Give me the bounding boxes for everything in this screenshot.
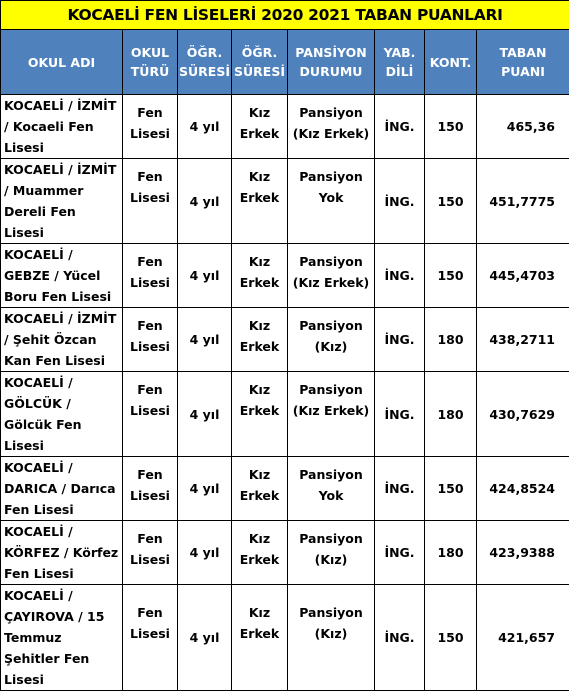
column-header-duration: ÖĞR. SÜRESİ — [178, 30, 232, 95]
base-score-cell: 438,2711 — [477, 308, 569, 372]
column-header-dorm: PANSİYON DURUMU — [288, 30, 375, 95]
table-row: KOCAELİ / İZMİT / Şehit Özcan Kan Fen Li… — [1, 308, 569, 372]
language-cell: İNG. — [375, 585, 425, 691]
gender-cell: Kız Erkek — [232, 95, 288, 159]
quota-cell: 150 — [425, 457, 477, 521]
gender-cell: Kız Erkek — [232, 521, 288, 585]
language-cell: İNG. — [375, 457, 425, 521]
language-cell: İNG. — [375, 521, 425, 585]
gender-cell: Kız Erkek — [232, 372, 288, 457]
dorm-status-cell: Pansiyon (Kız Erkek) — [288, 372, 375, 457]
quota-cell: 180 — [425, 308, 477, 372]
school-name-cell: KOCAELİ / İZMİT / Kocaeli Fen Lisesi — [1, 95, 123, 159]
school-name-cell: KOCAELİ / KÖRFEZ / Körfez Fen Lisesi — [1, 521, 123, 585]
quota-cell: 150 — [425, 159, 477, 244]
quota-cell: 150 — [425, 585, 477, 691]
header-row: OKUL ADI OKUL TÜRÜ ÖĞR. SÜRESİ ÖĞR. SÜRE… — [1, 30, 569, 95]
duration-cell: 4 yıl — [178, 159, 232, 244]
gender-cell: Kız Erkek — [232, 585, 288, 691]
column-header-school: OKUL ADI — [1, 30, 123, 95]
duration-cell: 4 yıl — [178, 585, 232, 691]
duration-cell: 4 yıl — [178, 521, 232, 585]
column-header-gender: ÖĞR. SÜRESİ — [232, 30, 288, 95]
column-header-score: TABAN PUANI — [477, 30, 569, 95]
page-title: KOCAELİ FEN LİSELERİ 2020 2021 TABAN PUA… — [1, 1, 569, 30]
column-header-type: OKUL TÜRÜ — [123, 30, 178, 95]
gender-cell: Kız Erkek — [232, 244, 288, 308]
duration-cell: 4 yıl — [178, 372, 232, 457]
dorm-status-cell: Pansiyon (Kız) — [288, 585, 375, 691]
school-type-cell: Fen Lisesi — [123, 308, 178, 372]
base-score-cell: 430,7629 — [477, 372, 569, 457]
table-row: KOCAELİ / ÇAYIROVA / 15 Temmuz Şehitler … — [1, 585, 569, 691]
language-cell: İNG. — [375, 372, 425, 457]
gender-cell: Kız Erkek — [232, 457, 288, 521]
school-type-cell: Fen Lisesi — [123, 457, 178, 521]
school-type-cell: Fen Lisesi — [123, 244, 178, 308]
duration-cell: 4 yıl — [178, 457, 232, 521]
language-cell: İNG. — [375, 159, 425, 244]
school-type-cell: Fen Lisesi — [123, 372, 178, 457]
dorm-status-cell: Pansiyon Yok — [288, 159, 375, 244]
duration-cell: 4 yıl — [178, 308, 232, 372]
language-cell: İNG. — [375, 95, 425, 159]
title-row: KOCAELİ FEN LİSELERİ 2020 2021 TABAN PUA… — [1, 1, 569, 30]
gender-cell: Kız Erkek — [232, 159, 288, 244]
language-cell: İNG. — [375, 244, 425, 308]
school-type-cell: Fen Lisesi — [123, 159, 178, 244]
school-name-cell: KOCAELİ / GÖLCÜK / Gölcük Fen Lisesi — [1, 372, 123, 457]
dorm-status-cell: Pansiyon (Kız) — [288, 308, 375, 372]
school-name-cell: KOCAELİ / İZMİT / Muammer Dereli Fen Lis… — [1, 159, 123, 244]
school-name-cell: KOCAELİ / GEBZE / Yücel Boru Fen Lisesi — [1, 244, 123, 308]
school-type-cell: Fen Lisesi — [123, 95, 178, 159]
base-score-cell: 465,36 — [477, 95, 569, 159]
base-score-cell: 423,9388 — [477, 521, 569, 585]
dorm-status-cell: Pansiyon (Kız Erkek) — [288, 244, 375, 308]
dorm-status-cell: Pansiyon (Kız) — [288, 521, 375, 585]
school-type-cell: Fen Lisesi — [123, 521, 178, 585]
column-header-language: YAB. DİLİ — [375, 30, 425, 95]
quota-cell: 180 — [425, 372, 477, 457]
base-score-cell: 421,657 — [477, 585, 569, 691]
base-score-cell: 451,7775 — [477, 159, 569, 244]
quota-cell: 150 — [425, 95, 477, 159]
base-score-cell: 445,4703 — [477, 244, 569, 308]
school-name-cell: KOCAELİ / ÇAYIROVA / 15 Temmuz Şehitler … — [1, 585, 123, 691]
school-name-cell: KOCAELİ / İZMİT / Şehit Özcan Kan Fen Li… — [1, 308, 123, 372]
gender-cell: Kız Erkek — [232, 308, 288, 372]
quota-cell: 150 — [425, 244, 477, 308]
dorm-status-cell: Pansiyon Yok — [288, 457, 375, 521]
duration-cell: 4 yıl — [178, 95, 232, 159]
school-name-cell: KOCAELİ / DARICA / Darıca Fen Lisesi — [1, 457, 123, 521]
school-type-cell: Fen Lisesi — [123, 585, 178, 691]
column-header-quota: KONT. — [425, 30, 477, 95]
base-score-cell: 424,8524 — [477, 457, 569, 521]
table-row: KOCAELİ / İZMİT / Muammer Dereli Fen Lis… — [1, 159, 569, 244]
dorm-status-cell: Pansiyon (Kız Erkek) — [288, 95, 375, 159]
duration-cell: 4 yıl — [178, 244, 232, 308]
quota-cell: 180 — [425, 521, 477, 585]
language-cell: İNG. — [375, 308, 425, 372]
